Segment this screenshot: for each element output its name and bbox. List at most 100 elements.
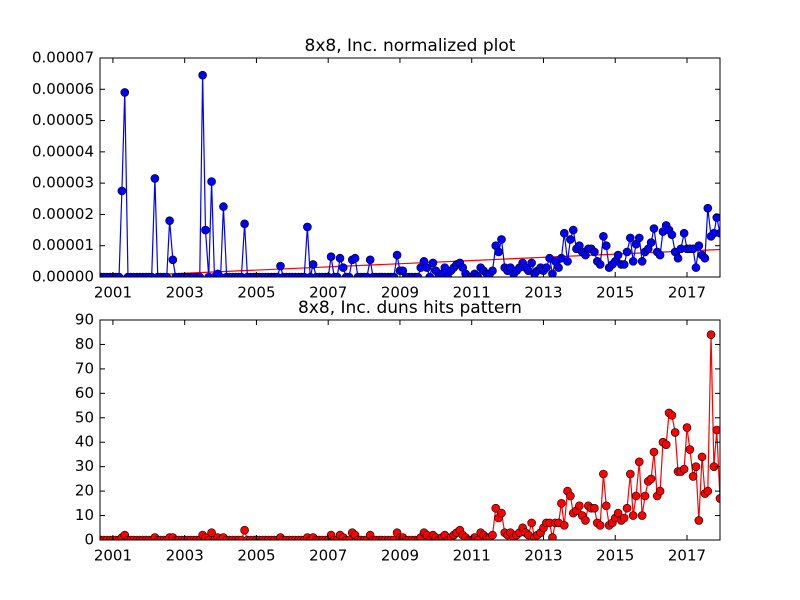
point bbox=[344, 272, 354, 277]
point bbox=[575, 501, 584, 511]
point bbox=[703, 203, 713, 213]
point bbox=[703, 486, 713, 496]
y-tick-label: 60 bbox=[75, 384, 94, 402]
point bbox=[392, 250, 402, 260]
point bbox=[276, 261, 285, 271]
y-tick-label: 0.00004 bbox=[32, 142, 94, 160]
point bbox=[649, 224, 659, 233]
point bbox=[566, 235, 575, 244]
point bbox=[326, 252, 336, 261]
point bbox=[581, 516, 590, 525]
point bbox=[697, 452, 707, 462]
x-tick-label: 2009 bbox=[381, 547, 419, 565]
point bbox=[715, 494, 720, 503]
point bbox=[195, 272, 205, 277]
point bbox=[590, 503, 599, 513]
point bbox=[595, 521, 605, 530]
chart-title: 8x8, Inc. normalized plot bbox=[305, 36, 516, 56]
point bbox=[207, 528, 216, 537]
point bbox=[350, 253, 360, 263]
point bbox=[712, 213, 720, 222]
point bbox=[622, 247, 632, 257]
point bbox=[646, 238, 656, 247]
point bbox=[422, 263, 432, 272]
point bbox=[679, 464, 689, 474]
point bbox=[497, 508, 506, 518]
point bbox=[622, 503, 632, 513]
point bbox=[308, 260, 318, 269]
x-tick-label: 2009 bbox=[381, 284, 419, 302]
point bbox=[497, 235, 506, 244]
point bbox=[303, 222, 312, 232]
point bbox=[240, 219, 249, 229]
point bbox=[637, 511, 647, 520]
point bbox=[168, 255, 178, 265]
point bbox=[682, 423, 692, 432]
point bbox=[688, 472, 698, 481]
point bbox=[590, 247, 599, 257]
point bbox=[599, 232, 608, 241]
chart-title: 8x8, Inc. duns hits pattern bbox=[298, 298, 522, 318]
point bbox=[619, 513, 629, 523]
point bbox=[601, 241, 611, 251]
point bbox=[694, 516, 704, 525]
y-tick-label: 0.00007 bbox=[32, 49, 94, 67]
x-tick-label: 2013 bbox=[524, 284, 562, 302]
point bbox=[634, 233, 644, 243]
y-tick-label: 20 bbox=[75, 482, 94, 500]
point bbox=[527, 258, 536, 268]
y-tick-label: 40 bbox=[75, 433, 94, 451]
x-tick-label: 2005 bbox=[237, 284, 275, 302]
point bbox=[413, 272, 423, 277]
point bbox=[673, 253, 683, 263]
y-tick-label: 10 bbox=[75, 506, 94, 524]
x-tick-label: 2017 bbox=[668, 547, 706, 565]
point bbox=[691, 462, 701, 471]
point bbox=[150, 174, 160, 183]
point bbox=[667, 230, 677, 240]
point bbox=[685, 445, 695, 454]
point bbox=[626, 469, 635, 479]
x-tick-label: 2015 bbox=[596, 547, 634, 565]
point bbox=[712, 425, 720, 435]
x-tick-label: 2001 bbox=[94, 547, 132, 565]
point bbox=[494, 247, 503, 257]
point bbox=[626, 233, 635, 243]
y-tick-label: 80 bbox=[75, 335, 94, 353]
x-tick-label: 2015 bbox=[596, 284, 634, 302]
point bbox=[473, 272, 483, 277]
y-tick-label: 70 bbox=[75, 359, 94, 377]
point bbox=[613, 508, 623, 518]
point bbox=[425, 272, 435, 277]
point bbox=[491, 503, 501, 513]
x-tick-label: 2017 bbox=[668, 284, 706, 302]
point bbox=[613, 250, 623, 260]
point bbox=[694, 241, 704, 251]
y-tick-label: 90 bbox=[75, 311, 94, 329]
point bbox=[599, 469, 608, 479]
point bbox=[631, 491, 641, 501]
y-tick-label: 0.00000 bbox=[32, 268, 94, 286]
point bbox=[201, 225, 210, 235]
point bbox=[655, 486, 665, 496]
point bbox=[559, 521, 569, 530]
y-tick-label: 50 bbox=[75, 408, 94, 426]
point bbox=[634, 457, 644, 467]
point bbox=[715, 228, 720, 238]
point bbox=[595, 260, 605, 269]
x-tick-label: 2011 bbox=[453, 284, 491, 302]
x-tick-label: 2005 bbox=[237, 547, 275, 565]
point bbox=[640, 491, 650, 501]
y-tick-label: 0.00005 bbox=[32, 111, 94, 129]
point bbox=[661, 440, 671, 449]
point bbox=[335, 253, 345, 263]
point bbox=[365, 255, 375, 265]
axes-frame bbox=[99, 319, 721, 541]
point bbox=[338, 263, 348, 272]
point bbox=[637, 257, 647, 266]
point bbox=[691, 263, 701, 272]
point bbox=[488, 530, 497, 540]
point bbox=[655, 250, 665, 260]
